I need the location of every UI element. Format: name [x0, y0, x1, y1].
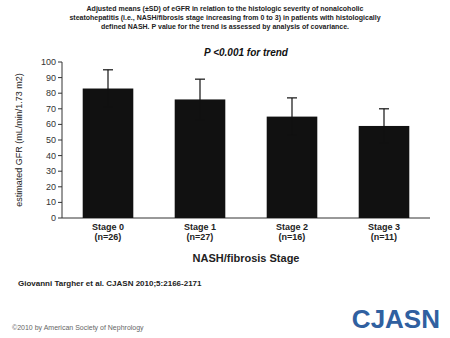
error-line [291, 98, 292, 135]
footer-citation: Giovanni Targher et al. CJASN 2010;5:216… [18, 279, 202, 288]
y-tick [58, 108, 62, 109]
error-cap [379, 108, 389, 109]
x-tick-label-line: Stage 1 [184, 222, 216, 232]
annotation: P <0.001 for trend [204, 47, 289, 58]
x-tick-label-line: (n=27) [187, 232, 214, 242]
y-tick [58, 186, 62, 187]
x-tick-label: Stage 1(n=27) [184, 222, 216, 242]
y-tick-label: 10 [46, 197, 56, 207]
error-bar [195, 79, 205, 120]
y-tick-label: 100 [41, 57, 56, 67]
title: Adjusted means (±SD) of eGFR in relation… [69, 5, 380, 31]
error-cap [379, 143, 389, 144]
x-tick-label-line: Stage 0 [92, 222, 124, 232]
x-tick-label-line: Stage 2 [276, 222, 308, 232]
y-axis-label: estimated GFR (mL/min/1.73 m2) [14, 73, 24, 207]
y-tick [58, 155, 62, 156]
y-tick-label: 0 [51, 213, 56, 223]
x-tick-label: Stage 3(n=11) [368, 222, 400, 242]
title-line: steatohepatitis (i.e., NASH/fibrosis sta… [69, 14, 380, 22]
y-tick [58, 218, 62, 219]
y-tick [58, 140, 62, 141]
chart: Adjusted means (±SD) of eGFR in relation… [0, 0, 450, 338]
y-tick-label: 60 [46, 119, 56, 129]
y-tick [58, 171, 62, 172]
x-axis-label: NASH/fibrosis Stage [193, 252, 300, 264]
y-tick-label: 80 [46, 88, 56, 98]
y-tick [58, 62, 62, 63]
error-cap [287, 97, 297, 98]
x-tick-label: Stage 0(n=26) [92, 222, 124, 242]
y-tick-label: 90 [46, 73, 56, 83]
x-tick-label: Stage 2(n=16) [276, 222, 308, 242]
x-tick-label-line: (n=11) [371, 232, 397, 242]
error-bar [287, 98, 297, 135]
watermark: CJASN [352, 304, 440, 334]
x-tick-label-line: (n=26) [95, 232, 122, 242]
y-tick-label: 20 [46, 182, 56, 192]
error-cap [103, 107, 113, 108]
y-tick [58, 77, 62, 78]
x-tick-label-line: (n=16) [279, 232, 306, 242]
y-tick [58, 93, 62, 94]
y-tick-label: 40 [46, 151, 56, 161]
x-tick-label-line: Stage 3 [368, 222, 400, 232]
error-cap [287, 135, 297, 136]
y-tick-label: 30 [46, 166, 56, 176]
y-tick [58, 202, 62, 203]
error-bar [103, 70, 113, 107]
error-cap [103, 69, 113, 70]
title-line: defined NASH. P value for the trend is a… [101, 23, 349, 31]
y-tick-label: 70 [46, 104, 56, 114]
title-line: Adjusted means (±SD) of eGFR in relation… [87, 5, 364, 13]
bar [83, 89, 134, 218]
error-line [383, 109, 384, 143]
error-cap [195, 119, 205, 120]
error-line [199, 79, 200, 120]
bars [83, 70, 410, 218]
error-cap [195, 79, 205, 80]
footer-copyright: ©2010 by American Society of Nephrology [12, 324, 144, 332]
error-line [107, 70, 108, 107]
y-tick [58, 124, 62, 125]
error-bar [379, 109, 389, 143]
y-tick-label: 50 [46, 135, 56, 145]
